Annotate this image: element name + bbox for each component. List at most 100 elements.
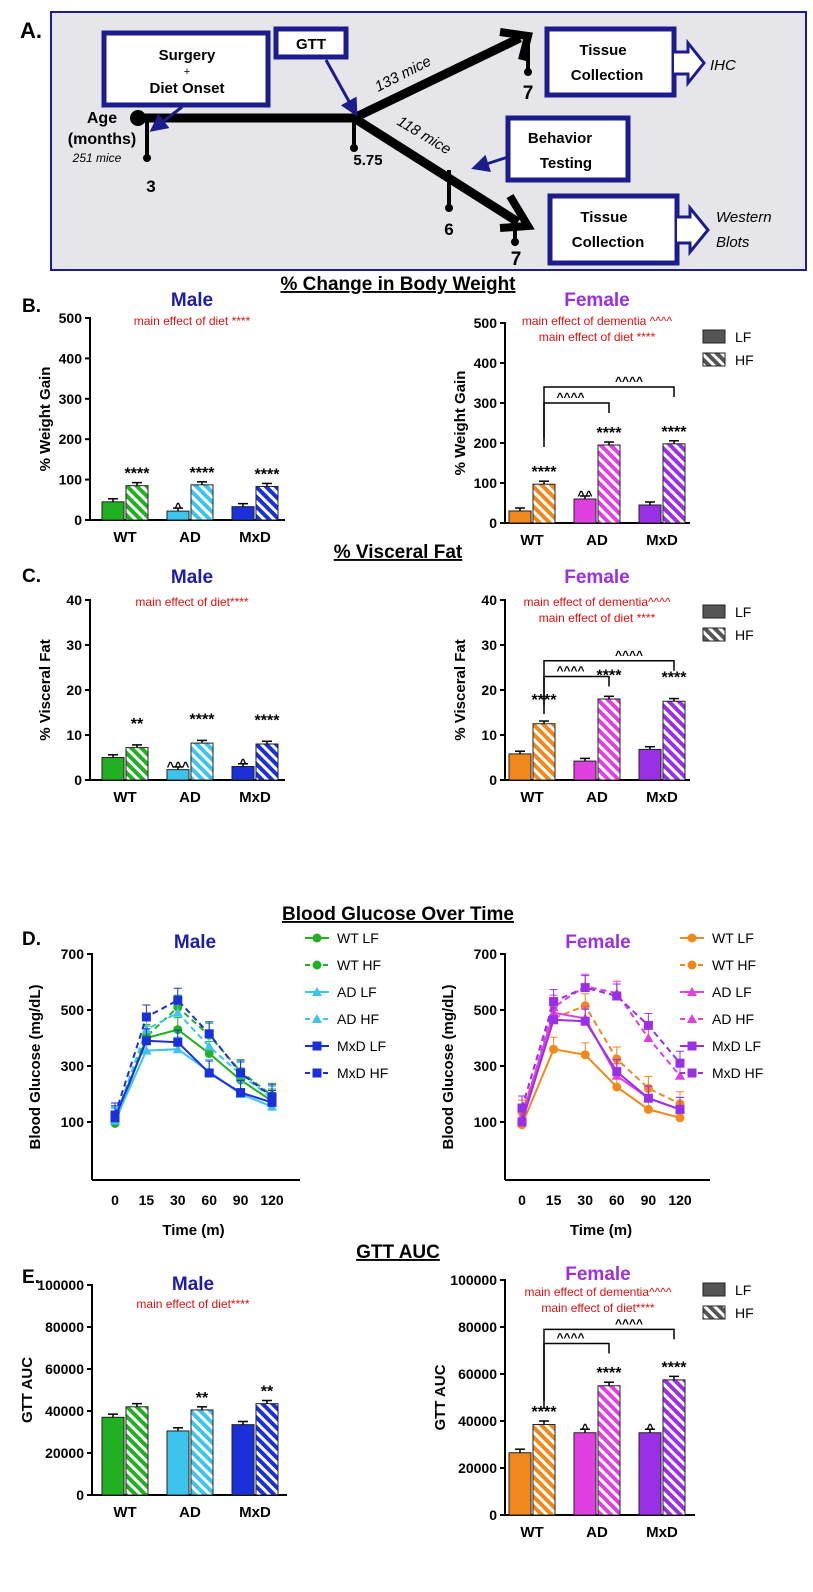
collection-label-upper: Collection <box>571 67 644 84</box>
data-point-MxD-HF <box>141 1012 151 1022</box>
diet-onset-label: Diet Onset <box>149 80 224 97</box>
bar-AD-HF <box>597 1385 621 1516</box>
surgery-arrow <box>149 105 183 132</box>
y-tick-label: 20000 <box>458 1460 497 1476</box>
collection-label-lower: Collection <box>572 234 645 251</box>
y-tick-label: 0 <box>489 772 497 788</box>
significance-marker: **** <box>255 712 281 729</box>
tick-5-75: 5.75 <box>353 152 382 169</box>
x-tick-label: 15 <box>139 1192 155 1208</box>
subtitle-annotation: main effect of diet**** <box>541 1301 655 1315</box>
timeline-lower-branch <box>351 114 521 226</box>
chart-title: Female <box>565 1264 630 1285</box>
series-line-MxD-LF <box>521 1018 681 1123</box>
bar-WT-HF <box>532 723 556 781</box>
tick-7-upper: 7 <box>523 83 534 104</box>
y-tick-label: 20 <box>66 682 82 698</box>
surgery-diet-box <box>101 30 271 108</box>
series-line-MxD-HF <box>114 998 273 1116</box>
data-point-MxD-HF <box>580 983 590 993</box>
bar-MxD-LF <box>231 1424 255 1496</box>
behavior-testing-box <box>505 115 631 183</box>
legend-label: HF <box>735 1305 754 1321</box>
comparison-bracket <box>543 1328 675 1402</box>
data-point-MxD-LF <box>549 1015 559 1025</box>
legend-marker <box>312 1014 322 1023</box>
legend-label: AD HF <box>712 1011 754 1027</box>
data-point-WT-LF <box>549 1044 559 1054</box>
panel-c-label: C. <box>22 566 41 587</box>
data-point-MxD-LF <box>173 1037 183 1047</box>
significance-marker: **** <box>532 1404 558 1421</box>
y-tick-label: 300 <box>474 1058 498 1074</box>
legend-marker <box>312 1041 322 1051</box>
bar-WT-LF <box>508 1452 532 1516</box>
tissue-label-lower: Tissue <box>580 209 627 226</box>
timeline-ticks <box>145 38 530 242</box>
gtt-label: GTT <box>296 36 326 53</box>
chart-D-male: Male 100 300 500 700 Blood Glucose (mg/dL) 0 15… <box>27 930 388 1239</box>
x-tick-label: 30 <box>170 1192 186 1208</box>
y-tick-label: 100 <box>61 1114 85 1130</box>
significance-marker: ^ <box>646 1421 654 1436</box>
x-tick-label: 60 <box>609 1192 625 1208</box>
section-title-blood-glucose: Blood Glucose Over Time <box>282 904 514 925</box>
x-tick-label: AD <box>179 529 201 546</box>
significance-marker: **** <box>255 466 281 483</box>
y-tick-label: 40 <box>66 592 82 608</box>
data-point-WT-LF <box>204 1048 214 1058</box>
tissue-collection-upper-box <box>544 26 677 98</box>
legend-label: AD HF <box>337 1011 379 1027</box>
chart-C-female: Female 0 10 20 30 40 % Visceral Fat main effect… <box>452 567 754 806</box>
y-tick-label: 500 <box>474 1002 498 1018</box>
series-line-WT-HF <box>521 1004 681 1113</box>
data-point-MxD-HF <box>236 1068 246 1078</box>
legend-swatch-LF <box>702 329 726 344</box>
data-point-MxD-LF <box>675 1104 685 1114</box>
y-tick-label: 500 <box>474 315 498 331</box>
legend-marker <box>687 1068 697 1078</box>
bar-AD-HF <box>597 698 621 781</box>
legend-label: WT LF <box>712 930 754 946</box>
data-point-AD-LF <box>141 1045 152 1055</box>
y-tick-label: 60000 <box>45 1361 84 1377</box>
x-tick-label: AD <box>179 789 201 806</box>
chart-title: Female <box>564 567 629 588</box>
bar-MxD-LF <box>638 748 662 781</box>
y-tick-label: 100 <box>59 472 83 488</box>
y-axis-label: % Visceral Fat <box>37 639 54 740</box>
y-tick-label: 100000 <box>450 1272 497 1288</box>
bracket-label: ^^^^ <box>556 390 584 404</box>
y-tick-label: 200 <box>474 435 498 451</box>
y-tick-label: 30 <box>481 637 497 653</box>
bar-AD-LF <box>573 760 597 781</box>
chart-title: Male <box>172 1274 214 1295</box>
timeline-upper-branch <box>352 33 522 123</box>
bracket-label: ^^^^ <box>615 1316 643 1330</box>
surgery-label: Surgery <box>159 47 216 64</box>
y-tick-label: 20000 <box>45 1445 84 1461</box>
significance-marker: **** <box>190 711 216 728</box>
data-point-MxD-LF <box>204 1068 214 1078</box>
bracket-label: ^^^^ <box>556 1330 584 1344</box>
series-line-WT-HF <box>114 1005 273 1120</box>
y-axis-label: % Weight Gain <box>37 367 54 472</box>
chart-title: Female <box>564 290 629 311</box>
significance-marker: **** <box>597 1365 623 1382</box>
x-tick-label: 0 <box>518 1192 526 1208</box>
legend-label: MxD HF <box>337 1065 388 1081</box>
series-line-AD-HF <box>114 1011 273 1120</box>
tissue-label-upper: Tissue <box>579 42 626 59</box>
x-tick-label: MxD <box>646 532 678 549</box>
legend-swatch-LF <box>702 1282 726 1297</box>
x-tick-label: AD <box>586 1524 608 1541</box>
legend-marker <box>687 1014 697 1023</box>
subtitle-annotation: main effect of diet**** <box>135 595 249 609</box>
y-tick-label: 10 <box>66 727 82 743</box>
significance-marker: **** <box>662 670 688 687</box>
bar-AD-HF <box>190 742 214 781</box>
significance-marker: **** <box>597 425 623 442</box>
y-tick-label: 10 <box>481 727 497 743</box>
subtitle-annotation: main effect of dementia^^^^ <box>524 1285 671 1299</box>
